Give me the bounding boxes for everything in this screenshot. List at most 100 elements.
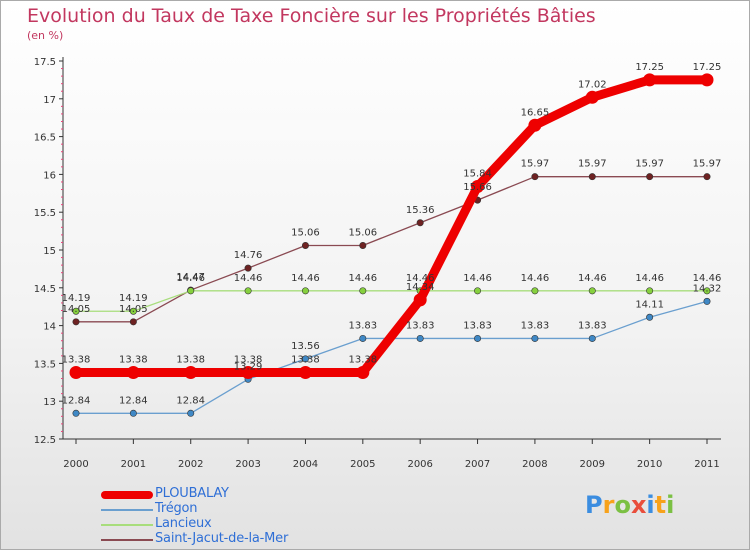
data-label: 14.05 — [119, 304, 148, 315]
data-label: 14.47 — [176, 272, 205, 283]
data-label: 14.11 — [635, 299, 664, 310]
data-label: 12.84 — [119, 395, 148, 406]
data-label: 14.46 — [291, 273, 320, 284]
data-point — [643, 73, 657, 87]
data-point — [413, 293, 427, 307]
y-tick-label: 17 — [43, 95, 56, 106]
series-line-0 — [71, 75, 712, 377]
data-point — [531, 334, 539, 342]
y-tick-label: 16.5 — [34, 133, 56, 144]
y-tick-label: 14 — [43, 322, 56, 333]
data-point — [588, 287, 596, 295]
y-tick-label: 17.5 — [34, 57, 56, 68]
y-tick-label: 12.5 — [34, 435, 56, 446]
data-label: 16.65 — [521, 107, 550, 118]
data-label: 15.66 — [463, 182, 492, 193]
data-point — [187, 287, 195, 295]
data-point — [301, 355, 309, 363]
data-label: 17.02 — [578, 79, 607, 90]
legend-label-ploubalay: PLOUBALAY — [155, 486, 229, 501]
chart-title: Evolution du Taux de Taxe Foncière sur l… — [27, 5, 596, 27]
data-label: 14.46 — [693, 273, 722, 284]
data-point — [531, 287, 539, 295]
data-point — [298, 365, 312, 379]
data-label: 14.46 — [635, 273, 664, 284]
data-point — [129, 318, 137, 326]
y-tick-label: 13.5 — [34, 359, 56, 370]
logo-letter: x — [630, 491, 647, 519]
data-point — [646, 173, 654, 181]
data-point — [129, 307, 137, 315]
data-point — [126, 365, 140, 379]
x-tick-label: 2008 — [522, 459, 547, 470]
data-label: 12.84 — [176, 395, 205, 406]
series-layer — [69, 73, 714, 417]
data-label: 17.25 — [693, 62, 722, 73]
data-label: 14.46 — [176, 273, 205, 284]
data-label: 13.38 — [62, 354, 91, 365]
x-tick-label: 2010 — [637, 459, 662, 470]
data-point — [703, 287, 711, 295]
data-label: 15.97 — [693, 159, 722, 170]
data-point — [471, 179, 485, 193]
series-line-3 — [75, 176, 708, 323]
data-labels: 13.38 13.38 13.38 13.38 13.38 13.38 14.34 15.84… — [62, 62, 722, 406]
data-label: 13.29 — [234, 361, 263, 372]
data-label: 12.84 — [62, 395, 91, 406]
data-label: 13.38 — [234, 354, 263, 365]
data-point — [184, 365, 198, 379]
legend-label-lancieux: Lancieux — [155, 516, 212, 531]
data-point — [474, 334, 482, 342]
data-point — [703, 297, 711, 305]
x-tick-label: 2001 — [121, 459, 146, 470]
data-point — [528, 118, 542, 132]
data-point — [416, 334, 424, 342]
data-label: 15.97 — [521, 159, 550, 170]
data-label: 13.83 — [578, 320, 607, 331]
legend-item-lancieux[interactable]: Lancieux — [101, 516, 361, 532]
series-line-2 — [75, 290, 708, 312]
axes: 12.5 13 13.5 14 14.5 15 15.5 16 16.5 17 17.5 2000 20… — [34, 57, 721, 470]
data-label: 14.34 — [406, 282, 435, 293]
y-tick-label: 15.5 — [34, 208, 56, 219]
logo-letter: r — [602, 491, 615, 519]
data-point — [359, 241, 367, 249]
legend-swatch-lancieux — [101, 524, 153, 526]
legend-item-tregon[interactable]: Trégon — [101, 501, 361, 517]
legend: PLOUBALAY Trégon Lancieux Saint-Jacut-de… — [101, 486, 361, 547]
series-line-1 — [75, 300, 708, 414]
data-label: 13.83 — [348, 320, 377, 331]
logo-letter: t — [654, 491, 667, 519]
y-tick-label: 15 — [43, 246, 56, 257]
legend-item-saint-jacut[interactable]: Saint-Jacut-de-la-Mer — [101, 531, 361, 547]
data-point — [646, 287, 654, 295]
data-label: 15.06 — [291, 227, 320, 238]
logo-letter: i — [646, 491, 655, 519]
x-tick-label: 2005 — [350, 459, 375, 470]
x-tick-label: 2011 — [694, 459, 719, 470]
legend-item-ploubalay[interactable]: PLOUBALAY — [101, 486, 361, 502]
data-label: 13.38 — [291, 354, 320, 365]
data-label: 14.46 — [463, 273, 492, 284]
data-label: 14.19 — [119, 293, 148, 304]
logo-letter: i — [666, 491, 675, 519]
legend-swatch-tregon — [101, 509, 153, 511]
data-point — [588, 173, 596, 181]
data-point — [703, 173, 711, 181]
x-tick-label: 2006 — [407, 459, 432, 470]
data-label: 14.46 — [406, 273, 435, 284]
data-point — [531, 173, 539, 181]
data-label: 14.46 — [521, 273, 550, 284]
data-point — [588, 334, 596, 342]
data-point — [301, 241, 309, 249]
y-tick-label: 16 — [43, 170, 56, 181]
legend-label-tregon: Trégon — [155, 501, 198, 516]
data-point — [72, 409, 80, 417]
data-label: 13.83 — [521, 320, 550, 331]
data-point — [244, 287, 252, 295]
data-label: 13.83 — [406, 320, 435, 331]
data-point — [72, 307, 80, 315]
x-tick-label: 2000 — [63, 459, 88, 470]
data-point — [416, 219, 424, 227]
